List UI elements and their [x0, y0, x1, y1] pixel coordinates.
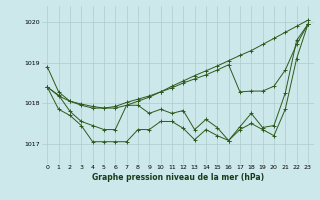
X-axis label: Graphe pression niveau de la mer (hPa): Graphe pression niveau de la mer (hPa): [92, 173, 264, 182]
